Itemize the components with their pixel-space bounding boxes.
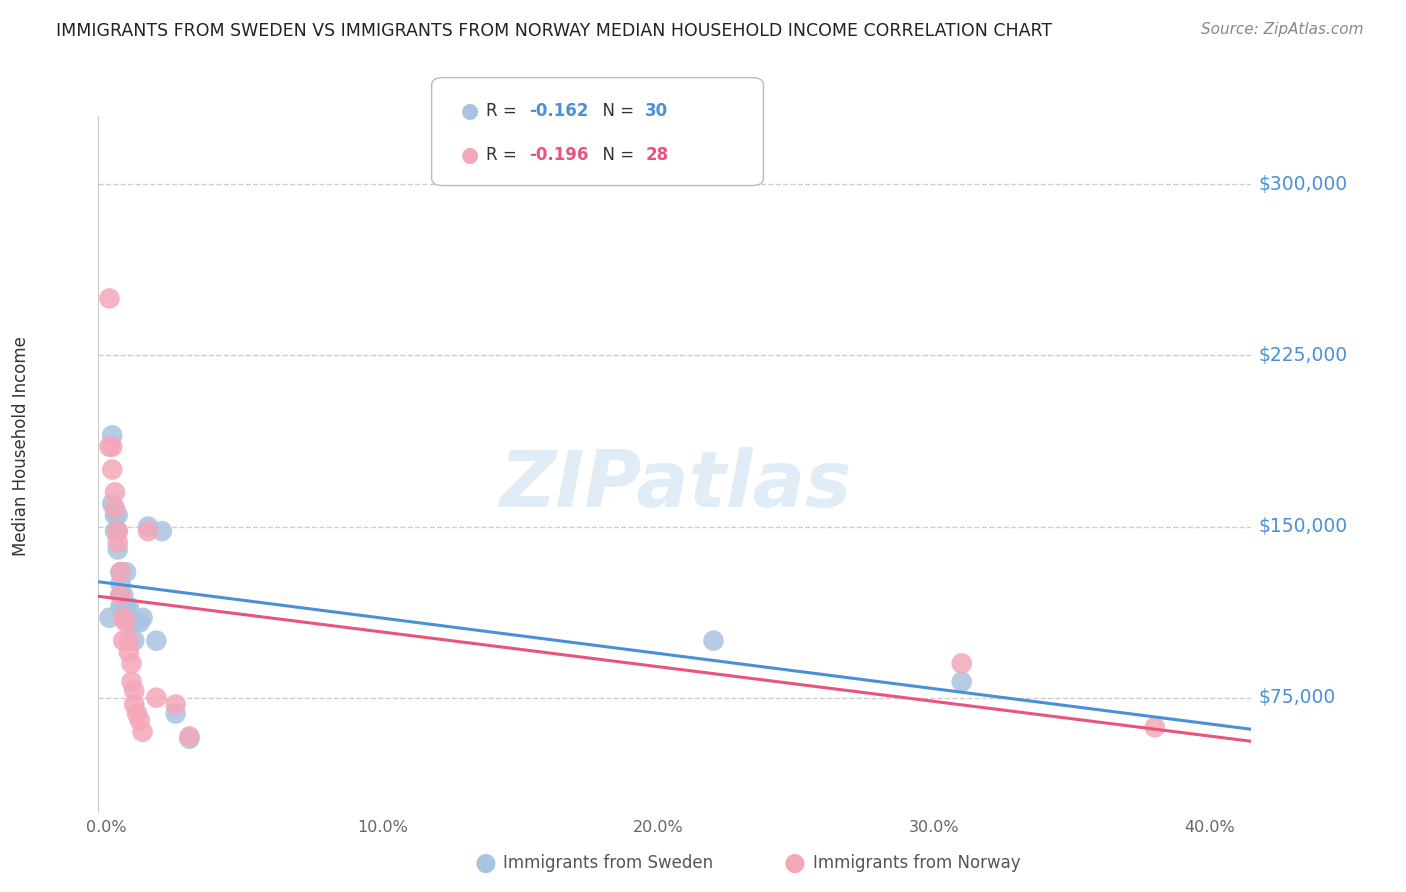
Point xyxy=(118,615,141,630)
Text: IMMIGRANTS FROM SWEDEN VS IMMIGRANTS FROM NORWAY MEDIAN HOUSEHOLD INCOME CORRELA: IMMIGRANTS FROM SWEDEN VS IMMIGRANTS FRO… xyxy=(56,22,1052,40)
Point xyxy=(950,674,973,689)
Point xyxy=(131,611,153,625)
Point xyxy=(98,292,121,306)
Point xyxy=(107,535,129,549)
Point xyxy=(104,524,127,538)
Point xyxy=(98,440,121,454)
Text: Median Household Income: Median Household Income xyxy=(13,336,30,556)
Point xyxy=(107,524,129,538)
Point xyxy=(136,524,159,538)
Point xyxy=(150,524,173,538)
Point xyxy=(1143,720,1166,734)
Point xyxy=(107,524,129,538)
Point xyxy=(107,542,129,557)
Text: ●: ● xyxy=(461,101,479,121)
Point xyxy=(121,611,143,625)
Text: $225,000: $225,000 xyxy=(1258,346,1347,365)
Point xyxy=(110,588,132,602)
Text: $150,000: $150,000 xyxy=(1258,517,1347,536)
Point xyxy=(179,731,201,746)
Point xyxy=(115,599,138,614)
Point xyxy=(128,714,150,728)
Text: N =: N = xyxy=(592,102,640,120)
Point xyxy=(104,485,127,500)
Point xyxy=(125,706,148,721)
Point xyxy=(118,599,141,614)
Point xyxy=(121,657,143,671)
Point xyxy=(112,633,135,648)
Point xyxy=(101,462,124,476)
Text: $75,000: $75,000 xyxy=(1258,688,1336,707)
Point xyxy=(124,615,146,630)
Point xyxy=(702,633,724,648)
Text: ZIPatlas: ZIPatlas xyxy=(499,447,851,523)
Text: ●: ● xyxy=(461,145,479,165)
Point xyxy=(145,633,167,648)
Point xyxy=(124,683,146,698)
Point xyxy=(112,599,135,614)
Point xyxy=(118,633,141,648)
Point xyxy=(104,501,127,516)
Point xyxy=(145,690,167,705)
Point xyxy=(165,698,187,712)
Point xyxy=(115,615,138,630)
Point xyxy=(131,724,153,739)
Point xyxy=(124,633,146,648)
Text: -0.162: -0.162 xyxy=(529,102,588,120)
Text: ●: ● xyxy=(783,851,806,874)
Point xyxy=(101,428,124,442)
Point xyxy=(110,599,132,614)
Text: N =: N = xyxy=(592,146,640,164)
Text: $300,000: $300,000 xyxy=(1258,175,1347,194)
Point xyxy=(165,706,187,721)
Point xyxy=(104,508,127,523)
Text: ●: ● xyxy=(474,851,496,874)
Point xyxy=(98,611,121,625)
Point xyxy=(950,657,973,671)
Point xyxy=(110,565,132,579)
Point xyxy=(136,519,159,533)
Point xyxy=(121,674,143,689)
Point xyxy=(179,730,201,744)
Point xyxy=(112,611,135,625)
Point xyxy=(101,497,124,511)
Point xyxy=(112,588,135,602)
Point xyxy=(124,698,146,712)
Text: R =: R = xyxy=(486,102,523,120)
Point xyxy=(101,440,124,454)
Text: -0.196: -0.196 xyxy=(529,146,588,164)
Point xyxy=(110,588,132,602)
Point xyxy=(110,565,132,579)
Text: Immigrants from Sweden: Immigrants from Sweden xyxy=(503,854,713,871)
Text: Immigrants from Norway: Immigrants from Norway xyxy=(813,854,1021,871)
Text: R =: R = xyxy=(486,146,523,164)
Text: Source: ZipAtlas.com: Source: ZipAtlas.com xyxy=(1201,22,1364,37)
Point xyxy=(128,615,150,630)
Text: 30: 30 xyxy=(645,102,668,120)
Point xyxy=(107,508,129,523)
Point xyxy=(118,645,141,659)
Point xyxy=(110,576,132,591)
Point xyxy=(115,565,138,579)
Text: 28: 28 xyxy=(645,146,668,164)
